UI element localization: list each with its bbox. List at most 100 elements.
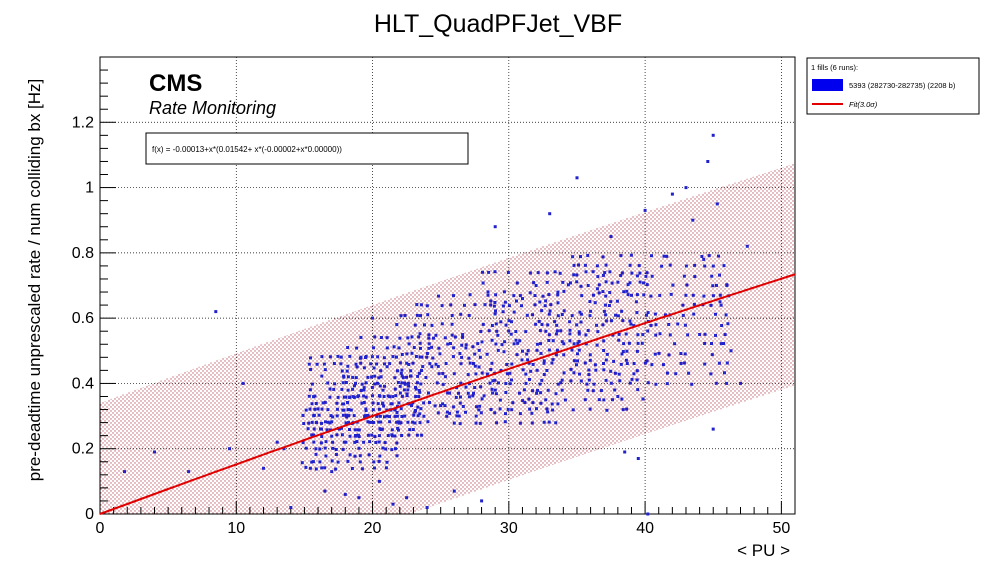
data-point	[703, 342, 707, 345]
data-point	[493, 388, 497, 392]
data-point	[352, 414, 356, 418]
data-point	[572, 342, 576, 346]
data-point	[654, 333, 658, 337]
data-point	[501, 304, 505, 308]
data-point	[540, 378, 544, 382]
data-point	[490, 324, 494, 327]
data-point	[428, 401, 431, 404]
data-point	[504, 382, 508, 385]
data-point	[480, 340, 484, 344]
data-point	[346, 401, 349, 404]
data-point	[388, 362, 392, 366]
data-point	[545, 271, 549, 275]
data-point	[715, 202, 719, 206]
data-point	[641, 397, 645, 401]
data-point	[692, 312, 696, 316]
data-point	[350, 467, 354, 470]
data-point	[363, 415, 367, 419]
data-point	[326, 408, 330, 412]
data-point	[559, 381, 563, 385]
data-point	[489, 408, 493, 411]
data-point	[413, 323, 417, 327]
data-point	[539, 401, 543, 405]
data-point	[703, 362, 707, 366]
data-point	[395, 441, 399, 445]
data-point	[686, 333, 690, 337]
data-point	[441, 402, 445, 406]
data-point	[494, 309, 497, 313]
data-point	[551, 358, 555, 362]
data-point	[345, 369, 349, 373]
data-point	[360, 467, 364, 471]
data-point	[341, 402, 345, 406]
data-point	[375, 362, 379, 366]
data-point	[313, 394, 317, 398]
data-point	[334, 467, 338, 471]
data-point	[676, 322, 680, 326]
data-point	[372, 346, 375, 350]
data-point	[477, 408, 481, 412]
data-point	[595, 287, 599, 291]
data-point	[591, 270, 595, 274]
data-point	[609, 300, 613, 304]
data-point	[460, 343, 464, 347]
data-point	[625, 349, 629, 353]
data-point	[646, 381, 650, 385]
data-point	[394, 394, 398, 398]
data-point	[571, 408, 575, 412]
data-point	[710, 342, 713, 345]
data-point	[366, 375, 370, 379]
data-point	[506, 271, 510, 274]
data-point	[523, 401, 527, 404]
data-point	[454, 395, 458, 399]
data-point	[372, 460, 376, 464]
data-point	[348, 434, 352, 438]
data-point	[535, 407, 538, 411]
data-point	[425, 506, 429, 509]
data-point	[446, 342, 450, 346]
data-point	[312, 427, 316, 431]
data-point	[681, 313, 685, 317]
data-point	[328, 355, 332, 359]
data-point	[395, 411, 399, 414]
data-point	[577, 263, 580, 267]
data-point	[428, 362, 432, 366]
data-point	[450, 333, 454, 337]
data-point	[320, 466, 324, 470]
data-point	[453, 335, 457, 339]
data-point	[628, 381, 632, 385]
data-point	[679, 362, 683, 365]
x-axis-title: < PU >	[737, 541, 790, 560]
data-point	[584, 270, 588, 274]
data-point	[467, 356, 471, 360]
y-tick-label: 0.4	[72, 375, 94, 392]
data-point	[668, 263, 672, 267]
data-point	[577, 332, 581, 336]
data-point	[502, 350, 506, 354]
data-point	[413, 410, 417, 414]
data-point	[358, 454, 362, 458]
data-point	[681, 303, 685, 307]
data-point	[660, 264, 664, 268]
data-point	[433, 404, 437, 408]
data-point	[373, 335, 377, 339]
y-axis-title: pre-deadtime unprescaled rate / num coll…	[25, 79, 44, 482]
data-point	[410, 335, 414, 339]
data-point	[511, 401, 515, 405]
legend-swatch-series	[812, 79, 843, 91]
data-point	[348, 453, 352, 457]
data-point	[528, 378, 531, 381]
data-point	[684, 264, 688, 268]
data-point	[709, 303, 713, 307]
data-point	[405, 392, 409, 396]
data-point	[560, 378, 564, 382]
data-point	[603, 303, 607, 307]
data-point	[558, 271, 562, 275]
data-point	[466, 391, 470, 395]
data-point	[718, 273, 721, 277]
y-tick-label: 0.8	[72, 245, 94, 262]
data-point	[621, 408, 625, 412]
data-point	[346, 388, 350, 392]
data-point	[530, 421, 534, 425]
data-point	[399, 407, 403, 411]
